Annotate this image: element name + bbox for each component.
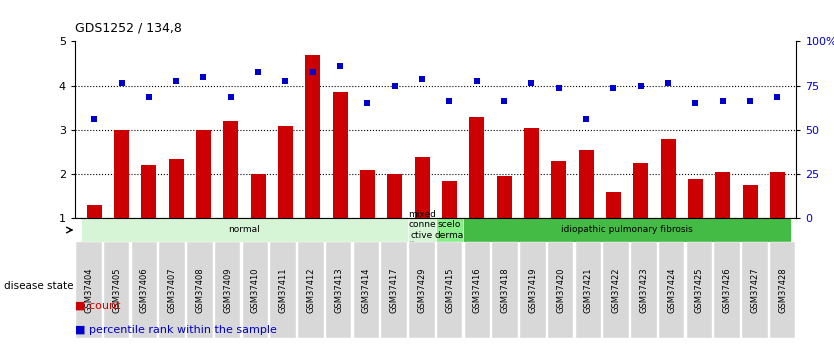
Text: GSM37418: GSM37418 xyxy=(500,267,510,313)
Text: ■ count: ■ count xyxy=(75,300,121,310)
Point xyxy=(142,94,155,99)
Point xyxy=(334,63,347,69)
Text: GSM37423: GSM37423 xyxy=(640,267,648,313)
Text: GSM37426: GSM37426 xyxy=(722,267,731,313)
Text: GSM37414: GSM37414 xyxy=(362,267,371,313)
Point xyxy=(224,94,238,99)
Text: disease state: disease state xyxy=(4,282,73,291)
Bar xyxy=(196,130,211,218)
Bar xyxy=(414,157,430,218)
Text: GSM37419: GSM37419 xyxy=(529,267,537,313)
Point xyxy=(306,70,319,75)
Point xyxy=(552,85,565,91)
Bar xyxy=(442,181,457,218)
Point xyxy=(443,98,456,104)
Point xyxy=(115,81,128,86)
Bar xyxy=(141,165,156,218)
Text: GSM37412: GSM37412 xyxy=(306,267,315,313)
Bar xyxy=(305,55,320,218)
Text: GSM37421: GSM37421 xyxy=(584,267,593,313)
Text: GSM37404: GSM37404 xyxy=(84,267,93,313)
Text: GSM37405: GSM37405 xyxy=(113,267,121,313)
Text: GSM37416: GSM37416 xyxy=(473,267,482,313)
Bar xyxy=(168,159,183,218)
Point xyxy=(279,78,292,84)
Text: GSM37425: GSM37425 xyxy=(695,267,704,313)
Text: GDS1252 / 134,8: GDS1252 / 134,8 xyxy=(75,21,182,34)
Bar xyxy=(224,121,239,218)
Bar xyxy=(551,161,566,218)
Bar xyxy=(387,174,402,218)
Text: scelo
derma: scelo derma xyxy=(435,220,464,240)
Text: GSM37420: GSM37420 xyxy=(556,267,565,313)
Bar xyxy=(278,126,293,218)
Point xyxy=(252,70,265,75)
Point xyxy=(388,83,401,88)
Text: GSM37427: GSM37427 xyxy=(751,267,759,313)
Point xyxy=(497,98,510,104)
Bar xyxy=(87,205,102,218)
Point xyxy=(580,116,593,122)
Bar xyxy=(251,174,266,218)
Point xyxy=(197,74,210,80)
Text: GSM37411: GSM37411 xyxy=(279,267,288,313)
Bar xyxy=(333,92,348,218)
Point xyxy=(634,83,647,88)
Bar xyxy=(770,172,785,218)
Text: GSM37424: GSM37424 xyxy=(667,267,676,313)
Bar xyxy=(633,163,648,218)
Text: GSM37417: GSM37417 xyxy=(389,267,399,313)
Bar xyxy=(114,130,129,218)
Point xyxy=(716,98,730,104)
Bar xyxy=(742,185,757,218)
Text: GSM37429: GSM37429 xyxy=(417,267,426,313)
Point xyxy=(88,116,101,122)
Point xyxy=(169,78,183,84)
Text: GSM37407: GSM37407 xyxy=(168,267,177,313)
Point xyxy=(689,101,702,106)
Bar xyxy=(579,150,594,218)
Bar xyxy=(688,179,703,218)
Point xyxy=(661,81,675,86)
Text: GSM37409: GSM37409 xyxy=(224,267,232,313)
Bar xyxy=(470,117,485,218)
Bar xyxy=(360,170,375,218)
Text: GSM37428: GSM37428 xyxy=(778,267,787,313)
Bar xyxy=(463,218,791,241)
Text: GSM37415: GSM37415 xyxy=(445,267,455,313)
Text: normal: normal xyxy=(229,226,260,235)
Bar xyxy=(435,218,463,241)
Point xyxy=(743,98,756,104)
Point xyxy=(361,101,374,106)
Point xyxy=(606,85,620,91)
Text: GSM37406: GSM37406 xyxy=(140,267,149,313)
Text: mixed
conne
ctive
tissue: mixed conne ctive tissue xyxy=(408,210,436,250)
Text: GSM37410: GSM37410 xyxy=(251,267,260,313)
Text: GSM37408: GSM37408 xyxy=(195,267,204,313)
Bar xyxy=(716,172,731,218)
Bar xyxy=(524,128,539,218)
Text: ■ percentile rank within the sample: ■ percentile rank within the sample xyxy=(75,325,277,335)
Point xyxy=(771,94,784,99)
Bar xyxy=(661,139,676,218)
Point xyxy=(470,78,484,84)
Bar xyxy=(496,176,511,218)
Bar xyxy=(605,192,620,218)
Bar xyxy=(409,218,435,241)
Text: idiopathic pulmonary fibrosis: idiopathic pulmonary fibrosis xyxy=(561,226,693,235)
Bar xyxy=(81,218,409,241)
Text: GSM37422: GSM37422 xyxy=(611,267,620,313)
Text: GSM37413: GSM37413 xyxy=(334,267,343,313)
Point xyxy=(415,76,429,82)
Point xyxy=(525,81,538,86)
